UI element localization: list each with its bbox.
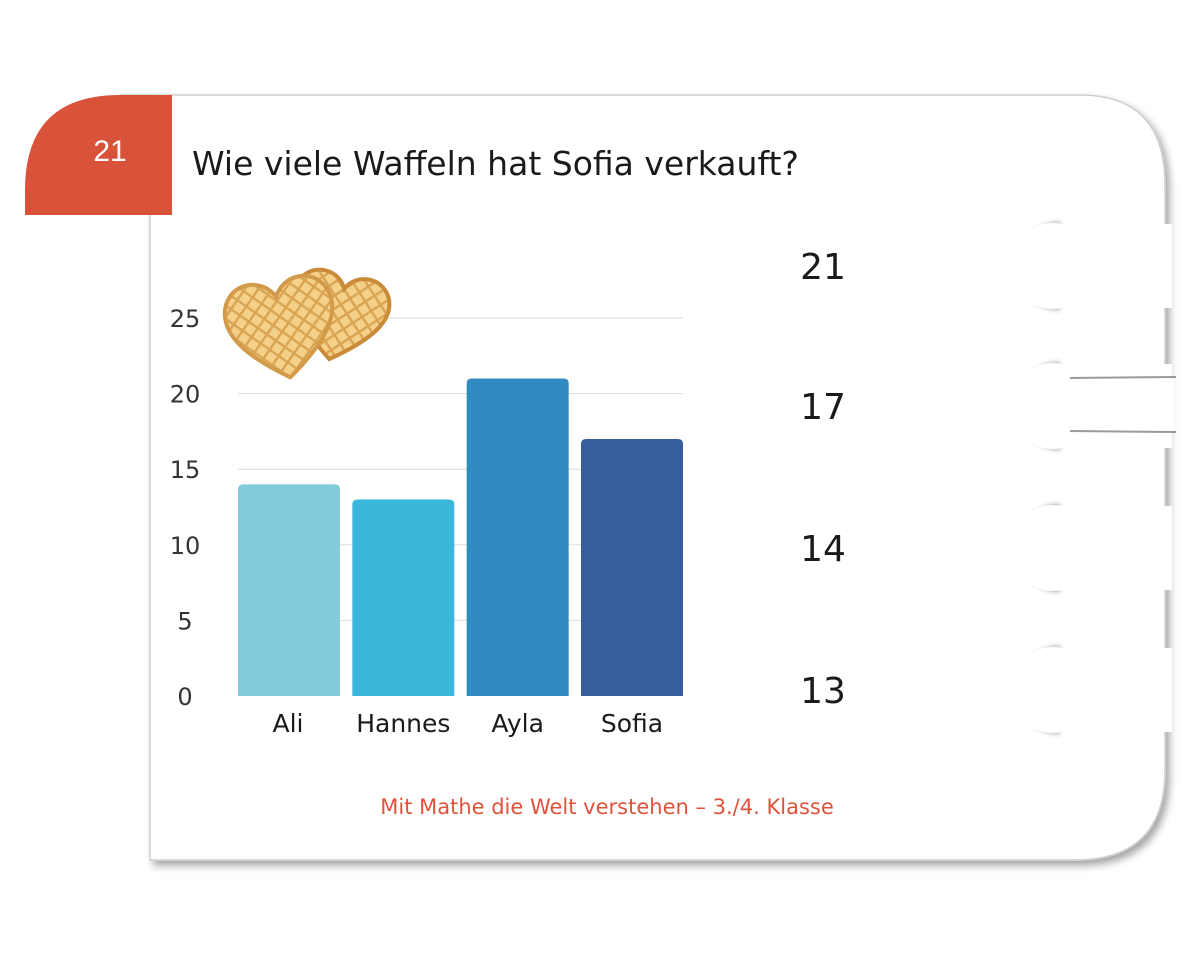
slot-edge-top (1069, 376, 1177, 379)
y-tick-label: 10 (170, 532, 201, 560)
x-category-label: Ali (273, 709, 304, 738)
answer-hole[interactable] (1009, 223, 1172, 309)
footer-text: Mit Mathe die Welt verstehen – 3./4. Kla… (380, 795, 834, 819)
bar-chart: 0 5 10 15 20 25 Ali Hannes Ayla Sofia (170, 305, 683, 738)
answer-label: 13 (800, 671, 846, 712)
y-tick-label: 25 (170, 305, 201, 333)
y-tick-label: 20 (170, 381, 201, 409)
waffle-hearts-icon (222, 267, 392, 380)
answer-label: 21 (800, 247, 846, 288)
x-category-label: Hannes (356, 709, 450, 738)
answer-hole[interactable] (1009, 647, 1172, 733)
x-category-label: Ayla (491, 709, 543, 738)
answer-hole[interactable] (1009, 505, 1172, 591)
question-number-badge: 21 (25, 95, 172, 215)
answer-option-13[interactable]: 13 (800, 645, 1172, 734)
bar-hannes (352, 499, 455, 696)
answer-options: 21 17 14 13 (800, 222, 1177, 734)
bar-ayla (466, 378, 569, 696)
y-tick-label: 0 (177, 683, 192, 711)
answer-option-14[interactable]: 14 (800, 504, 1172, 592)
badge-shape (25, 95, 172, 215)
bar-ali (238, 484, 340, 696)
answer-slot (1062, 379, 1174, 431)
x-category-label: Sofia (601, 709, 663, 738)
question-number: 21 (93, 135, 126, 168)
bar-sofia (581, 438, 683, 696)
answer-label: 14 (800, 529, 846, 570)
answer-option-21[interactable]: 21 (800, 222, 1172, 310)
question-title: Wie viele Waffeln hat Sofia verkauft? (192, 144, 799, 183)
y-tick-label: 15 (170, 456, 201, 484)
y-tick-label: 5 (177, 607, 192, 635)
answer-label: 17 (800, 387, 846, 428)
slot-edge-bottom (1069, 430, 1177, 433)
